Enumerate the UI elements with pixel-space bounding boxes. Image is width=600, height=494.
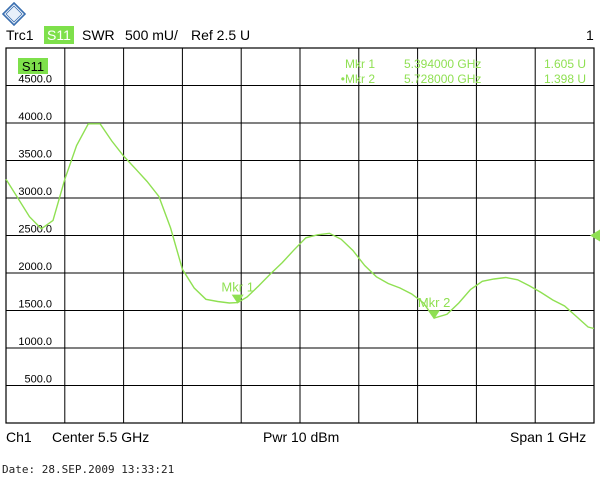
- trace-name: Trc1: [6, 27, 34, 43]
- marker-label: Mkr 1: [221, 280, 254, 295]
- trace-line: [5, 123, 595, 330]
- marker-triangle: [428, 310, 441, 320]
- marker-readout-value: 1.398 U: [544, 72, 586, 86]
- channel-index: 1: [586, 27, 594, 43]
- channel-label: Ch1: [6, 429, 32, 445]
- trace-label: S11: [22, 59, 44, 74]
- trace-label-badge: [18, 58, 48, 74]
- format-label: SWR: [82, 27, 115, 43]
- y-tick-label: 500.0: [24, 374, 52, 386]
- power-label: Pwr 10 dBm: [263, 429, 340, 445]
- marker-readout-name: •Mkr 2: [341, 72, 376, 86]
- date-stamp: Date: 28.SEP.2009 13:33:21: [2, 463, 175, 476]
- y-tick-label: 4000.0: [18, 111, 52, 123]
- y-tick-label: 2000.0: [18, 261, 52, 273]
- marker-readout-frequency: 5.728000 GHz: [404, 72, 481, 86]
- y-tick-label: 1000.0: [18, 336, 52, 348]
- reference-level-arrow: [590, 229, 600, 242]
- reference-label: Ref 2.5 U: [191, 27, 251, 43]
- marker-triangle: [231, 294, 244, 304]
- y-tick-label: 4500.0: [18, 74, 52, 86]
- y-tick-label: 3500.0: [18, 149, 52, 161]
- marker-readout-frequency: 5.394000 GHz: [404, 57, 481, 71]
- scale-label: 500 mU/: [125, 27, 178, 43]
- span-label: Span 1 GHz: [510, 429, 587, 445]
- measurement-badge: S11: [44, 26, 74, 44]
- marker-readout-value: 1.605 U: [544, 57, 586, 71]
- y-tick-label: 1500.0: [18, 299, 52, 311]
- center-frequency: Center 5.5 GHz: [52, 429, 150, 445]
- rs-logo-icon: [2, 2, 26, 26]
- marker-readout-name: Mkr 1: [345, 57, 375, 71]
- marker-label: Mkr 2: [418, 295, 451, 310]
- y-tick-label: 3000.0: [18, 186, 52, 198]
